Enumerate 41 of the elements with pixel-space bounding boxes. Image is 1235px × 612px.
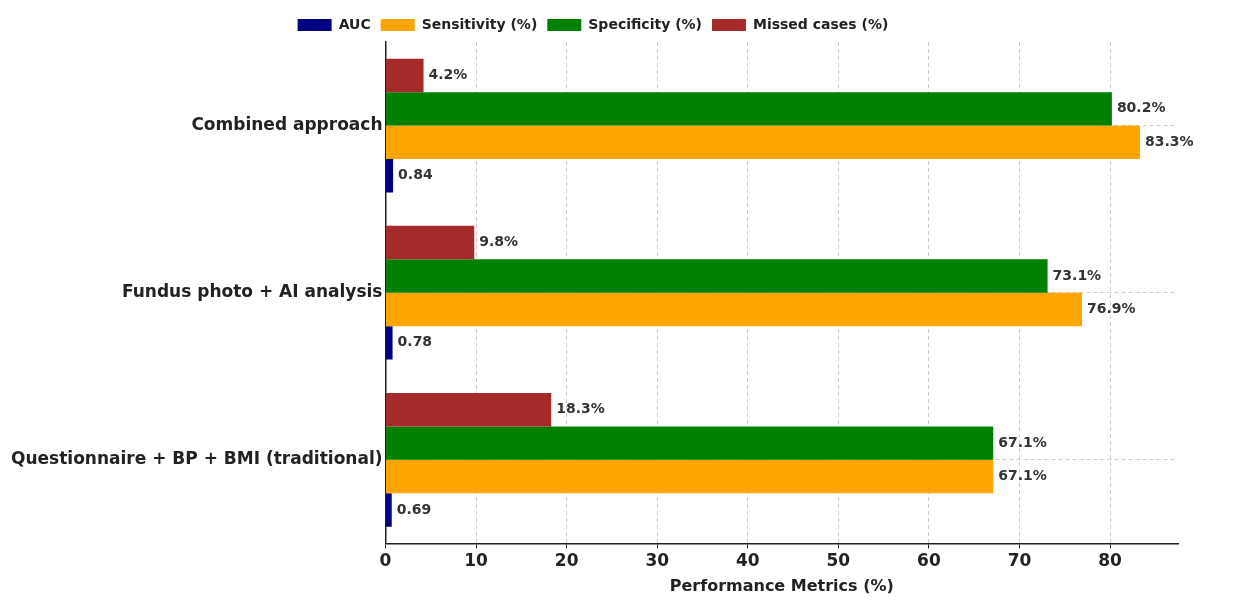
x-tick-label: 30 bbox=[645, 550, 670, 571]
x-tick-label: 50 bbox=[826, 550, 851, 571]
data-label: 73.1% bbox=[1052, 266, 1102, 283]
bar bbox=[386, 426, 994, 460]
y-tick-label: Questionnaire + BP + BMI (traditional) bbox=[10, 448, 383, 469]
x-tick-label: 10 bbox=[464, 550, 489, 571]
y-tick-label: Fundus photo + AI analysis bbox=[121, 281, 383, 302]
x-axis-title: Performance Metrics (%) bbox=[669, 575, 894, 595]
bar bbox=[386, 459, 994, 494]
y-tick-label: Combined approach bbox=[191, 113, 383, 134]
x-tick-label: 60 bbox=[917, 550, 941, 571]
bar bbox=[386, 158, 394, 193]
data-label: 0.78 bbox=[397, 333, 433, 350]
x-tick-label: 20 bbox=[554, 550, 579, 571]
legend-label: Specificity (%) bbox=[588, 15, 702, 32]
x-tick-label: 40 bbox=[735, 550, 760, 571]
legend-label: Sensitivity (%) bbox=[421, 15, 538, 32]
bar bbox=[386, 125, 1140, 159]
data-label: 9.8% bbox=[479, 233, 519, 250]
data-label: 80.2% bbox=[1116, 99, 1166, 116]
bar bbox=[386, 259, 1048, 293]
bar bbox=[386, 493, 392, 527]
data-label: 0.84 bbox=[398, 166, 433, 183]
data-label: 67.1% bbox=[998, 467, 1047, 484]
bar bbox=[386, 225, 475, 260]
bar bbox=[386, 326, 393, 360]
bar bbox=[386, 292, 1082, 327]
data-label: 0.69 bbox=[396, 500, 432, 517]
data-label: 67.1% bbox=[998, 433, 1047, 450]
x-tick-label: 0 bbox=[379, 550, 392, 571]
legend-label: AUC bbox=[338, 15, 371, 32]
data-label: 76.9% bbox=[1086, 300, 1136, 317]
data-label: 83.3% bbox=[1144, 132, 1194, 149]
data-label: 4.2% bbox=[428, 66, 468, 83]
legend-label: Missed cases (%) bbox=[752, 15, 889, 32]
bar bbox=[386, 392, 552, 427]
bar bbox=[386, 92, 1112, 126]
x-tick-label: 80 bbox=[1098, 550, 1123, 571]
x-tick-label: 70 bbox=[1007, 550, 1032, 571]
bar bbox=[386, 58, 424, 93]
data-label: 18.3% bbox=[556, 400, 605, 417]
